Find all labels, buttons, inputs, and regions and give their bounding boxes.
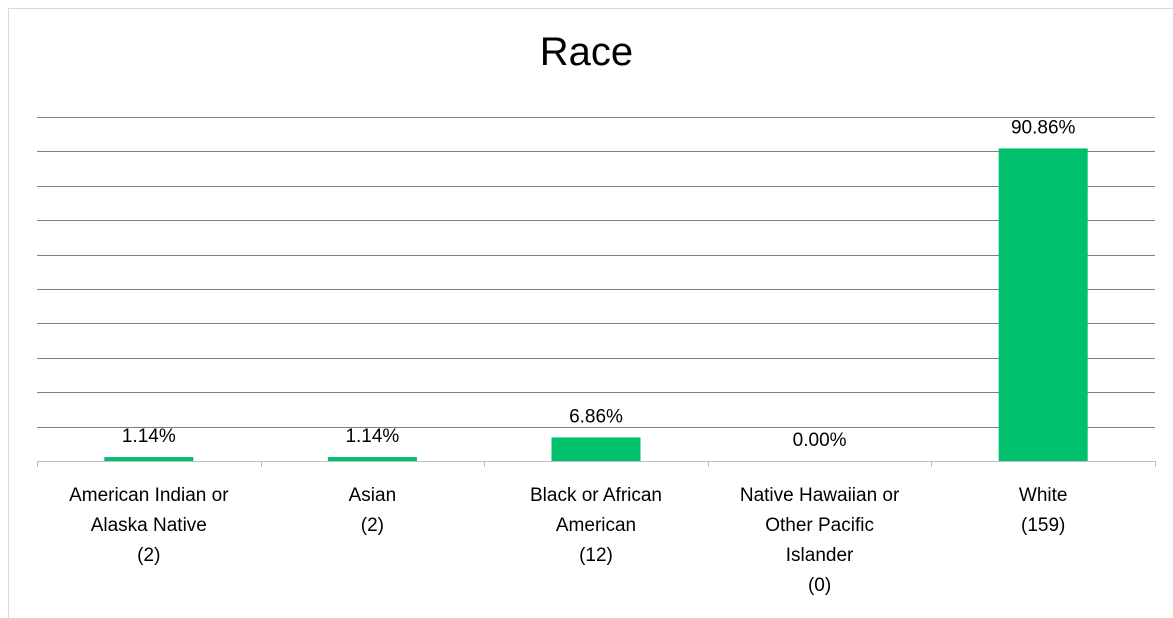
category-label: Islander [786, 545, 854, 566]
category-label: (159) [1021, 515, 1065, 536]
category-label: Asian [349, 485, 397, 506]
bar-value-label: 0.00% [793, 430, 847, 451]
category-label: (2) [361, 515, 384, 536]
bar [104, 457, 194, 461]
bar-value-label: 1.14% [122, 426, 176, 447]
category-label: (12) [579, 545, 613, 566]
category-label: Alaska Native [91, 515, 207, 536]
category-label: American Indian or [69, 485, 229, 506]
bar [998, 148, 1088, 462]
bar [551, 437, 641, 461]
category-label: Other Pacific [765, 515, 874, 536]
category-label: Native Hawaiian or [740, 485, 900, 506]
category-label: (0) [808, 575, 831, 596]
chart-title: Race [539, 30, 634, 74]
bar [327, 457, 417, 461]
bar-value-label: 6.86% [569, 406, 623, 427]
chart-border-left [8, 8, 9, 618]
category-label: Black or African [530, 485, 662, 506]
category-label: (2) [137, 545, 160, 566]
bar-value-label: 1.14% [345, 426, 399, 447]
chart-border-top [9, 8, 1173, 9]
bar-value-label: 90.86% [1011, 117, 1076, 138]
category-label: White [1019, 485, 1068, 506]
category-label: American [556, 515, 636, 536]
